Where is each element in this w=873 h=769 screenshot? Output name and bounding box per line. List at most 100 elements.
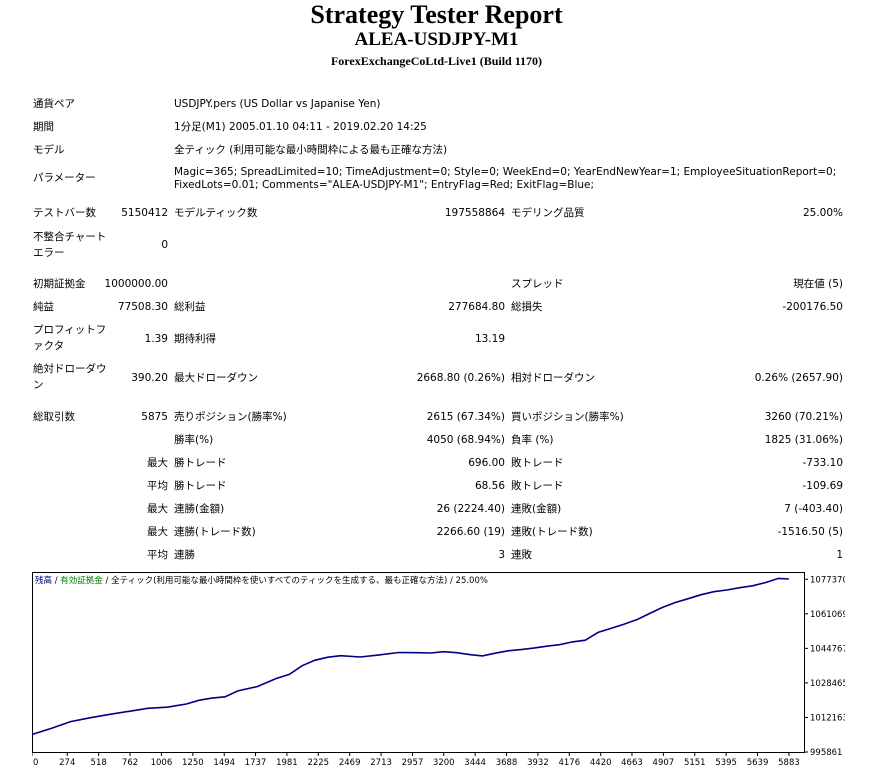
- legend-separator-2: /: [103, 576, 111, 586]
- absolute-drawdown-label: 絶対ドローダウン: [33, 363, 107, 391]
- balance-chart-svg: 残高 / 有効証拠金 / 全ティック(利用可能な最小時間枠を使いすべてのティック…: [32, 572, 845, 768]
- y-tick-label: 995861: [810, 748, 842, 758]
- relative-drawdown-label: 相対ドローダウン: [511, 372, 595, 384]
- legend-separator-1: /: [52, 576, 60, 586]
- max-consecutive-losses-value: 7 (-403.40): [784, 503, 843, 515]
- max-consecutive-profit-label: 連勝(トレード数): [174, 526, 256, 538]
- period-label: 期間: [33, 121, 54, 133]
- average-loss-value: -109.69: [802, 480, 843, 492]
- spread-label: スプレッド: [511, 278, 564, 290]
- max-drawdown-value: 2668.80 (0.26%): [416, 372, 505, 384]
- loss-rate-value: 1825 (31.06%): [764, 434, 843, 446]
- deposit-label: 初期証拠金: [33, 278, 86, 290]
- max-consecutive-label: 最大: [147, 503, 168, 515]
- bars-label: テストバー数: [33, 207, 96, 219]
- x-tick-label: 5395: [715, 758, 737, 768]
- legend-balance: 残高: [35, 575, 52, 586]
- gross-profit-label: 総利益: [174, 301, 206, 313]
- max-consecutive-count-label: 最大: [147, 526, 168, 538]
- chart-legend: 残高 / 有効証拠金 / 全ティック(利用可能な最小時間枠を使いすべてのティック…: [35, 575, 488, 586]
- deposit-value: 1000000.00: [104, 278, 168, 290]
- y-axis-ticks: 995861 1012163 1028465 1044767 1061069 107737…: [804, 575, 845, 758]
- average-label: 平均: [147, 480, 168, 492]
- x-tick-label: 3200: [433, 758, 455, 768]
- total-trades-value: 5875: [141, 411, 168, 423]
- x-tick-label: 4907: [653, 758, 675, 768]
- x-tick-label: 518: [91, 758, 107, 768]
- long-positions-label: 買いポジション(勝率%): [511, 411, 624, 423]
- short-positions-label: 売りポジション(勝率%): [174, 411, 287, 423]
- profit-factor-label: プロフィットファクタ: [33, 324, 107, 352]
- period-value: 1分足(M1) 2005.01.10 04:11 - 2019.02.20 14…: [174, 121, 427, 133]
- x-tick-label: 1006: [151, 758, 173, 768]
- loss-rate-label: 負率 (%): [511, 434, 554, 446]
- report-subtitle: ALEA-USDJPY-M1: [354, 29, 519, 50]
- average-consecutive-losses-label: 連敗: [511, 549, 532, 561]
- chart-plot-frame: [32, 572, 805, 753]
- largest-label: 最大: [147, 457, 168, 469]
- legend-model-description: 全ティック(利用可能な最小時間枠を使いすべてのティックを生成する、最も正確な方法…: [111, 575, 488, 586]
- average-consecutive-wins-label: 連勝: [174, 549, 195, 561]
- average-consecutive-label: 平均: [147, 549, 168, 561]
- x-tick-label: 5883: [778, 758, 800, 768]
- max-consecutive-wins-value: 26 (2224.40): [436, 503, 505, 515]
- x-tick-label: 4176: [558, 758, 580, 768]
- balance-chart: 残高 / 有効証拠金 / 全ティック(利用可能な最小時間枠を使いすべてのティック…: [32, 572, 845, 768]
- max-consecutive-loss-label: 連敗(トレード数): [511, 526, 593, 538]
- y-tick-label: 1061069: [810, 610, 845, 620]
- average-consecutive-losses-value: 1: [836, 549, 843, 561]
- report-title: Strategy Tester Report: [310, 0, 563, 29]
- balance-series-line: [32, 577, 789, 736]
- parameters-line-1: Magic=365; SpreadLimited=10; TimeAdjustm…: [174, 166, 837, 178]
- symbol-label: 通貨ペア: [33, 98, 75, 110]
- profit-factor-value: 1.39: [144, 333, 168, 345]
- gross-profit-value: 277684.80: [448, 301, 505, 313]
- symbol-value: USDJPY.pers (US Dollar vs Japanise Yen): [174, 98, 381, 110]
- quality-value: 25.00%: [802, 207, 843, 219]
- ticks-label: モデルティック数: [174, 207, 258, 219]
- x-tick-label: 4663: [621, 758, 643, 768]
- largest-loss-value: -733.10: [802, 457, 843, 469]
- x-tick-label: 2957: [402, 758, 424, 768]
- x-tick-label: 1737: [245, 758, 267, 768]
- x-tick-label: 0: [33, 758, 38, 768]
- y-tick-label: 1077370: [810, 575, 845, 585]
- x-tick-label: 2225: [307, 758, 329, 768]
- short-positions-value: 2615 (67.34%): [426, 411, 505, 423]
- average-consecutive-wins-value: 3: [498, 549, 505, 561]
- largest-win-label: 勝トレード: [174, 457, 227, 469]
- gross-loss-value: -200176.50: [782, 301, 843, 313]
- model-value: 全ティック (利用可能な最小時間枠による最も正確な方法): [174, 144, 448, 156]
- mismatch-value: 0: [161, 239, 168, 251]
- relative-drawdown-value: 0.26% (2657.90): [754, 372, 843, 384]
- largest-win-value: 696.00: [468, 457, 505, 469]
- model-label: モデル: [33, 144, 65, 156]
- total-trades-label: 総取引数: [33, 411, 75, 423]
- win-rate-value: 4050 (68.94%): [426, 434, 505, 446]
- x-tick-label: 5639: [747, 758, 769, 768]
- net-profit-label: 純益: [33, 301, 54, 313]
- y-tick-label: 1012163: [810, 713, 845, 723]
- average-loss-label: 敗トレード: [511, 480, 564, 492]
- largest-loss-label: 敗トレード: [511, 457, 564, 469]
- x-tick-label: 5151: [684, 758, 706, 768]
- y-tick-label: 1044767: [810, 644, 845, 654]
- x-axis-ticks: 0 274 518 762 1006 1250 1494 1737 1981 2225 2469 27…: [32, 752, 800, 768]
- max-consecutive-loss-value: -1516.50 (5): [777, 526, 843, 538]
- x-tick-label: 1494: [213, 758, 235, 768]
- max-drawdown-label: 最大ドローダウン: [174, 372, 258, 384]
- max-consecutive-profit-value: 2266.60 (19): [436, 526, 505, 538]
- x-tick-label: 274: [59, 758, 75, 768]
- long-positions-value: 3260 (70.21%): [764, 411, 843, 423]
- bars-value: 5150412: [121, 207, 168, 219]
- average-win-label: 勝トレード: [174, 480, 227, 492]
- absolute-drawdown-value: 390.20: [131, 372, 168, 384]
- server-info: ForexExchangeCoLtd-Live1 (Build 1170): [330, 54, 543, 68]
- x-tick-label: 3688: [496, 758, 518, 768]
- x-tick-label: 4420: [590, 758, 612, 768]
- expected-payoff-label: 期待利得: [174, 333, 216, 345]
- x-tick-label: 3932: [527, 758, 549, 768]
- expected-payoff-value: 13.19: [474, 333, 505, 345]
- x-tick-label: 1981: [276, 758, 298, 768]
- x-tick-label: 2469: [339, 758, 361, 768]
